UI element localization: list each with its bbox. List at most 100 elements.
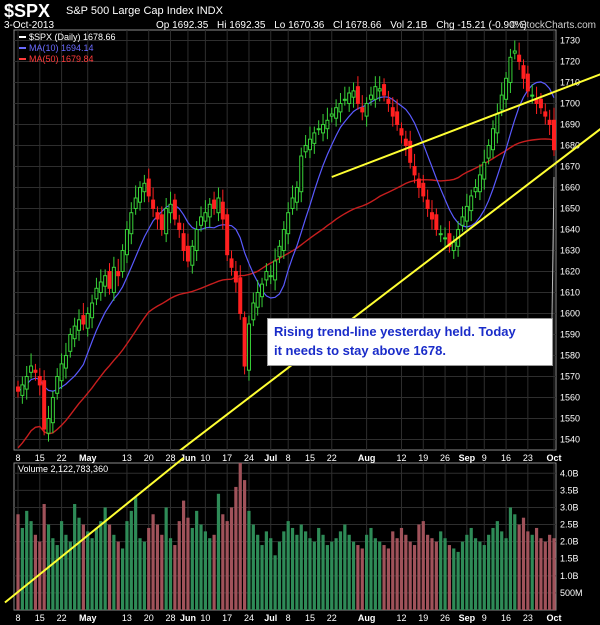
candle-body	[499, 94, 504, 111]
volume-bar	[247, 510, 251, 610]
candle-body	[543, 111, 548, 117]
volume-bar	[478, 541, 482, 610]
legend-label: $SPX (Daily) 1678.66	[29, 32, 116, 42]
candle-body	[177, 222, 182, 230]
volume-x-label: Oct	[546, 613, 561, 623]
candle-body	[242, 317, 247, 367]
volume-bar	[264, 531, 268, 610]
candle-body	[495, 113, 500, 134]
volume-bar	[251, 524, 255, 610]
volume-bar	[295, 534, 299, 610]
candle-body	[425, 199, 430, 210]
volume-x-label: 17	[222, 613, 232, 623]
volume-bar	[16, 514, 20, 610]
volume-bar	[51, 538, 55, 610]
price-tick-label: 1730	[560, 36, 580, 46]
candle-body	[124, 229, 129, 256]
candle-body	[447, 233, 452, 247]
volume-bar	[356, 545, 360, 610]
volume-x-label: 24	[244, 613, 254, 623]
volume-bar	[373, 538, 377, 610]
candle-body	[220, 201, 225, 220]
price-x-label: 16	[501, 453, 511, 463]
candle-body	[504, 77, 509, 100]
candle-body	[473, 187, 478, 193]
candle-body	[133, 197, 138, 209]
volume-bar	[469, 527, 473, 610]
volume-x-label: 22	[327, 613, 337, 623]
volume-bar	[59, 521, 64, 610]
volume-bar	[260, 545, 264, 610]
volume-bar	[33, 534, 38, 610]
candle-body	[63, 355, 68, 369]
annotation-line-1: Rising trend-line yesterday held. Today	[274, 324, 516, 339]
candle-body	[216, 197, 221, 214]
price-x-label: Aug	[358, 453, 376, 463]
volume-bar	[369, 527, 373, 610]
price-tick-label: 1600	[560, 309, 580, 319]
volume-bar	[412, 545, 417, 610]
volume-bar	[208, 538, 212, 610]
volume-bar	[417, 524, 421, 610]
price-tick-label: 1540	[560, 435, 580, 445]
volume-bar	[173, 545, 177, 610]
volume-bar	[439, 531, 443, 610]
volume-bar	[199, 524, 203, 610]
price-x-label: 17	[222, 453, 232, 463]
candle-body	[68, 334, 73, 352]
volume-bar	[543, 541, 547, 610]
volume-x-label: Jun	[180, 613, 196, 623]
volume-bar	[513, 514, 517, 610]
candle-body	[129, 212, 134, 235]
candle-body	[347, 92, 352, 104]
volume-bar	[216, 493, 221, 610]
volume-bar	[186, 517, 190, 610]
volume-bar	[81, 524, 85, 610]
candle-body	[77, 319, 82, 331]
volume-bar	[299, 524, 303, 610]
price-x-label: 15	[305, 453, 315, 463]
volume-bar	[103, 507, 107, 610]
candle-body	[482, 161, 487, 180]
volume-bar	[221, 514, 225, 610]
volume-bar	[177, 521, 181, 610]
volume-bar	[426, 534, 430, 610]
volume-bar	[138, 538, 142, 610]
candle-body	[146, 178, 151, 197]
candle-body	[251, 302, 256, 321]
volume-bar	[181, 500, 186, 610]
volume-x-label: Sep	[459, 613, 476, 623]
volume-bar	[273, 555, 277, 610]
volume-bar	[347, 534, 351, 610]
change-value: Chg -15.21 (-0.90%)	[436, 20, 527, 31]
volume-tick-label: 2.5B	[560, 520, 579, 530]
candle-body	[264, 271, 269, 281]
candle-body	[312, 132, 317, 144]
volume-bar	[107, 524, 112, 610]
candle-body	[508, 56, 513, 83]
volume-bar	[112, 534, 116, 610]
volume-bar	[142, 541, 146, 610]
candle-body	[138, 187, 143, 203]
candle-body	[469, 195, 474, 212]
volume-bar	[29, 521, 33, 610]
candle-body	[512, 50, 517, 54]
volume-bar	[351, 541, 356, 610]
candle-body	[373, 86, 378, 100]
volume-value: Vol 2.1B	[390, 20, 428, 31]
volume-x-label: 16	[501, 613, 511, 623]
volume-bar	[508, 507, 513, 610]
volume-bar	[243, 480, 247, 610]
legend-label: MA(50) 1679.84	[29, 54, 94, 64]
ticker-symbol: $SPX	[4, 1, 51, 21]
candle-body	[299, 155, 304, 193]
volume-bar	[452, 548, 456, 610]
volume-bar	[290, 527, 295, 610]
volume-bar	[129, 510, 133, 610]
candle-body	[355, 86, 360, 104]
volume-bar	[465, 534, 469, 610]
price-tick-label: 1630	[560, 246, 580, 256]
trendline	[331, 73, 600, 178]
price-tick-label: 1640	[560, 225, 580, 235]
